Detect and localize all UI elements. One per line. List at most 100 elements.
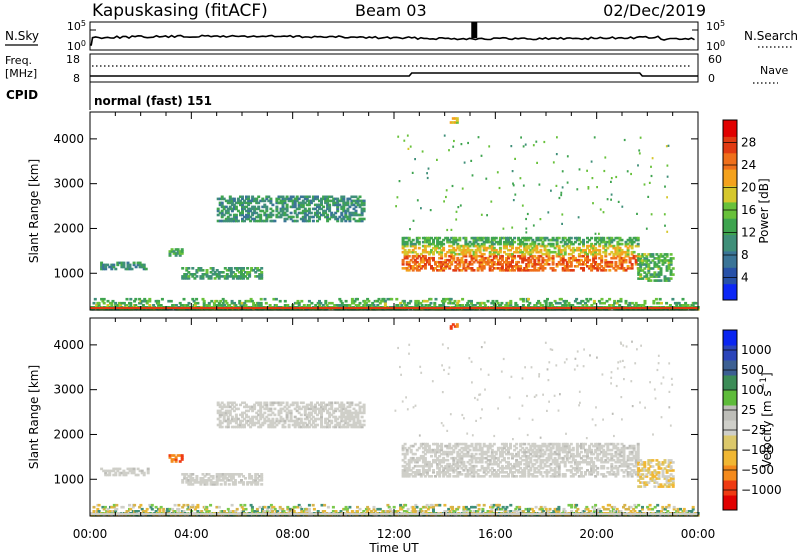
echo-cell: [548, 304, 552, 307]
echo-cell: [657, 257, 661, 260]
echo-cell: [547, 252, 551, 256]
echo-cell: [340, 403, 344, 407]
echo-cell: [502, 471, 506, 474]
echo-cell: [500, 258, 504, 262]
echo-cell: [256, 477, 260, 480]
echo-cell: [600, 269, 604, 272]
echo-cell: [305, 213, 309, 217]
echo-cell: [641, 259, 645, 262]
echo-cell: [297, 205, 301, 209]
echo-cell: [563, 267, 567, 270]
echo-cell: [496, 250, 500, 254]
echo-cell: [346, 199, 350, 203]
echo-cell: [436, 244, 440, 248]
echo-cell: [562, 299, 566, 303]
echo-cell: [328, 199, 332, 203]
echo-cell: [409, 308, 413, 311]
echo-cell: [281, 199, 285, 203]
echo-cell: [470, 464, 474, 468]
echo-cell: [660, 301, 663, 305]
echo-cell: [598, 248, 602, 252]
echo-cell: [248, 273, 252, 276]
echo-cell: [567, 244, 571, 248]
echo-cell: [324, 407, 328, 411]
echo-cell: [657, 267, 661, 270]
echo-cell: [569, 475, 573, 478]
echo-cell: [539, 248, 543, 252]
echo-cell: [352, 217, 356, 221]
echo-cell: [466, 248, 470, 252]
echo-cell: [318, 205, 321, 209]
echo-cell: [527, 256, 531, 260]
echo-cell: [608, 252, 612, 256]
echo-cell: [561, 446, 565, 450]
echo-cell: [561, 267, 565, 270]
echo-cell: [549, 267, 553, 270]
echo-cell: [185, 267, 189, 270]
echo-cell: [551, 458, 555, 462]
echo-cell: [525, 246, 529, 250]
echo-cell: [592, 246, 596, 250]
echo-cell: [488, 145, 491, 148]
echo-cell: [199, 477, 203, 480]
echo-cell: [464, 258, 468, 262]
echo-cell: [462, 263, 466, 266]
echo-cell: [513, 236, 517, 240]
echo-cell: [222, 411, 226, 415]
echo-cell: [468, 473, 472, 476]
echo-cell: [588, 248, 592, 252]
echo-cell: [668, 304, 672, 307]
echo-cell: [305, 203, 309, 207]
echo-cell: [118, 261, 122, 265]
echo-cell: [519, 177, 522, 180]
echo-cell: [228, 197, 232, 201]
echo-cell: [140, 471, 144, 475]
echo-cell: [245, 215, 248, 219]
echo-cell: [641, 263, 645, 266]
echo-cell: [614, 256, 618, 260]
echo-cell: [565, 244, 569, 248]
echo-cell: [330, 215, 334, 219]
echo-cell: [565, 454, 569, 458]
echo-cell: [509, 265, 512, 268]
echo-cell: [531, 256, 535, 260]
echo-cell: [358, 407, 362, 411]
echo-cell: [301, 201, 305, 205]
echo-cell: [523, 267, 527, 270]
echo-cell: [630, 301, 634, 305]
echo-cell: [521, 471, 525, 474]
echo-cell: [255, 199, 259, 203]
echo-cell: [213, 277, 217, 280]
echo-cell: [505, 265, 508, 268]
echo-cell: [313, 419, 317, 423]
echo-cell: [263, 211, 267, 215]
echo-cell: [401, 260, 405, 264]
echo-cell: [267, 419, 271, 423]
echo-cell: [541, 458, 545, 462]
echo-cell: [476, 246, 480, 250]
echo-cell: [566, 155, 569, 158]
echo-cell: [348, 415, 352, 419]
echo-cell: [600, 308, 604, 311]
echo-cell: [456, 256, 460, 260]
echo-cell: [218, 415, 222, 419]
echo-cell: [452, 469, 456, 472]
echo-cell: [423, 254, 427, 258]
echo-cell: [458, 238, 462, 242]
echo-cell: [466, 471, 470, 474]
echo-cell: [577, 254, 581, 258]
echo-cell: [249, 219, 253, 223]
echo-cell: [350, 423, 354, 427]
echo-cell: [405, 260, 409, 264]
echo-cell: [430, 250, 433, 254]
echo-cell: [159, 304, 163, 307]
echo-cell: [285, 213, 289, 217]
echo-cell: [624, 258, 628, 262]
echo-cell: [468, 458, 472, 462]
echo-cell: [234, 403, 238, 407]
echo-cell: [480, 475, 484, 478]
echo-cell: [456, 471, 460, 474]
echo-cell: [448, 265, 452, 268]
echo-cell: [517, 450, 521, 454]
echo-cell: [274, 304, 278, 307]
